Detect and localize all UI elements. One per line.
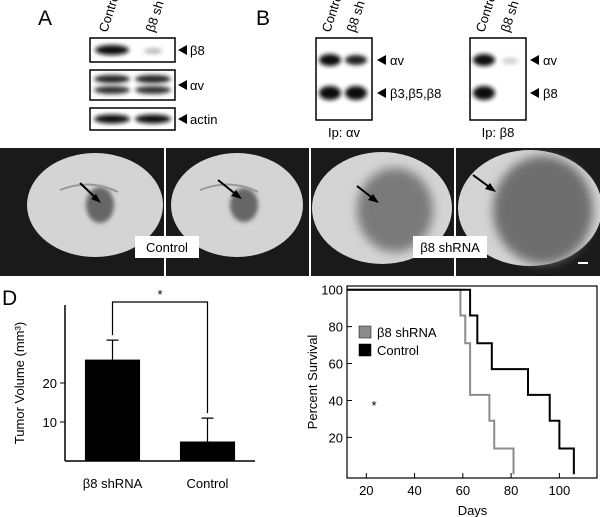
y-tick-label: 80 bbox=[329, 320, 343, 335]
plot-frame bbox=[346, 285, 598, 479]
band-label: β8 bbox=[543, 86, 558, 101]
x-tick-label: Control bbox=[187, 476, 229, 491]
y-tick-label: 40 bbox=[329, 393, 343, 408]
x-tick-label: 80 bbox=[504, 483, 518, 498]
y-tick-label: 100 bbox=[321, 283, 343, 298]
significance-bracket bbox=[111, 301, 209, 414]
lane-label: Control bbox=[473, 0, 500, 34]
band-label: β3,β5,β8 bbox=[390, 86, 441, 101]
band-label: actin bbox=[190, 112, 217, 127]
x-tick-label: 100 bbox=[549, 483, 571, 498]
image-label: Control bbox=[146, 240, 188, 255]
ip-label: Ip: αv bbox=[328, 125, 361, 140]
panel-letter: D bbox=[2, 287, 17, 310]
band-label: αv bbox=[543, 53, 558, 68]
survival-curve bbox=[347, 288, 575, 475]
error-bar bbox=[201, 417, 214, 442]
blot bbox=[315, 37, 539, 121]
brain-images bbox=[0, 148, 600, 276]
lane-label: β8 sh bbox=[143, 0, 167, 34]
panel-letter: B bbox=[256, 7, 270, 30]
x-axis-label: Days bbox=[458, 503, 488, 517]
band-label: β8 bbox=[190, 43, 205, 58]
x-tick-label: 40 bbox=[407, 483, 421, 498]
lane-label: β8 sh bbox=[498, 0, 522, 34]
panel-letter: A bbox=[38, 7, 52, 30]
legend-swatch bbox=[358, 325, 372, 339]
y-tick-label: 20 bbox=[43, 376, 57, 391]
legend-label: β8 shRNA bbox=[377, 325, 437, 340]
x-tick-label: 20 bbox=[359, 483, 373, 498]
y-axis-label: Tumor Volume (mm³) bbox=[12, 322, 27, 444]
annotation: * bbox=[371, 398, 376, 413]
annotation: * bbox=[157, 287, 162, 302]
y-tick-label: 20 bbox=[329, 430, 343, 445]
band-label: αv bbox=[190, 78, 205, 93]
image-label: β8 shRNA bbox=[420, 240, 480, 255]
bar bbox=[84, 359, 141, 461]
band-label: αv bbox=[390, 53, 405, 68]
error-bar bbox=[106, 339, 119, 360]
lane-label: β8 sh bbox=[344, 0, 368, 34]
ip-label: Ip: β8 bbox=[482, 125, 515, 140]
legend-swatch bbox=[358, 343, 372, 357]
lane-label: Control bbox=[96, 0, 123, 34]
bar bbox=[179, 441, 236, 461]
blot bbox=[89, 37, 187, 131]
legend-label: Control bbox=[377, 343, 419, 358]
x-tick-label: 60 bbox=[456, 483, 470, 498]
survival-curve bbox=[347, 288, 515, 475]
y-tick-label: 60 bbox=[329, 357, 343, 372]
x-tick-label: β8 shRNA bbox=[83, 476, 143, 491]
y-axis-label: Percent Survival bbox=[305, 335, 320, 430]
lane-label: Control bbox=[319, 0, 346, 34]
y-tick-label: 10 bbox=[43, 415, 57, 430]
